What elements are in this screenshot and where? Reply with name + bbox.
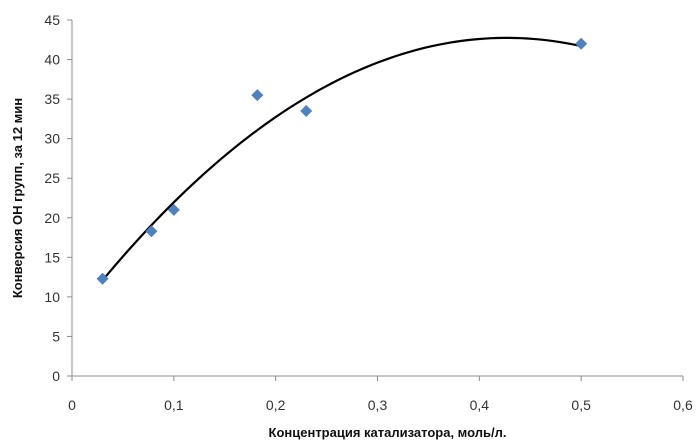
x-tick-label: 0,6 (673, 397, 693, 413)
y-tick-label: 35 (44, 91, 60, 107)
y-tick-label: 10 (44, 289, 60, 305)
data-point (96, 272, 109, 285)
data-point (167, 203, 180, 216)
y-tick-label: 0 (52, 368, 60, 384)
x-tick-label: 0 (68, 397, 76, 413)
y-axis-title: Конверсия ОН групп, за 12 мин (10, 98, 25, 298)
x-axis-title: Концентрация катализатора, моль/л. (269, 425, 507, 440)
y-tick-label: 25 (44, 170, 60, 186)
data-point (145, 225, 158, 238)
y-tick-label: 15 (44, 249, 60, 265)
x-tick-label: 0,3 (368, 397, 388, 413)
data-point (575, 37, 588, 50)
y-tick-label: 20 (44, 210, 60, 226)
x-tick-label: 0,5 (571, 397, 591, 413)
y-tick-label: 40 (44, 52, 60, 68)
y-tick-label: 45 (44, 12, 60, 28)
axes: 0 5 10 15 20 25 30 35 40 45 0 0,1 0,2 0,3 0,4 0,5 0,6 (44, 12, 693, 413)
x-tick-label: 0,4 (470, 397, 490, 413)
data-point (300, 104, 313, 117)
data-points (96, 37, 588, 285)
trendline (101, 36, 582, 281)
x-tick-label: 0,2 (266, 397, 286, 413)
x-tick-label: 0,1 (164, 397, 184, 413)
data-point (251, 89, 264, 102)
trendline-group (101, 36, 582, 281)
y-tick-label: 30 (44, 131, 60, 147)
y-tick-label: 5 (52, 328, 60, 344)
